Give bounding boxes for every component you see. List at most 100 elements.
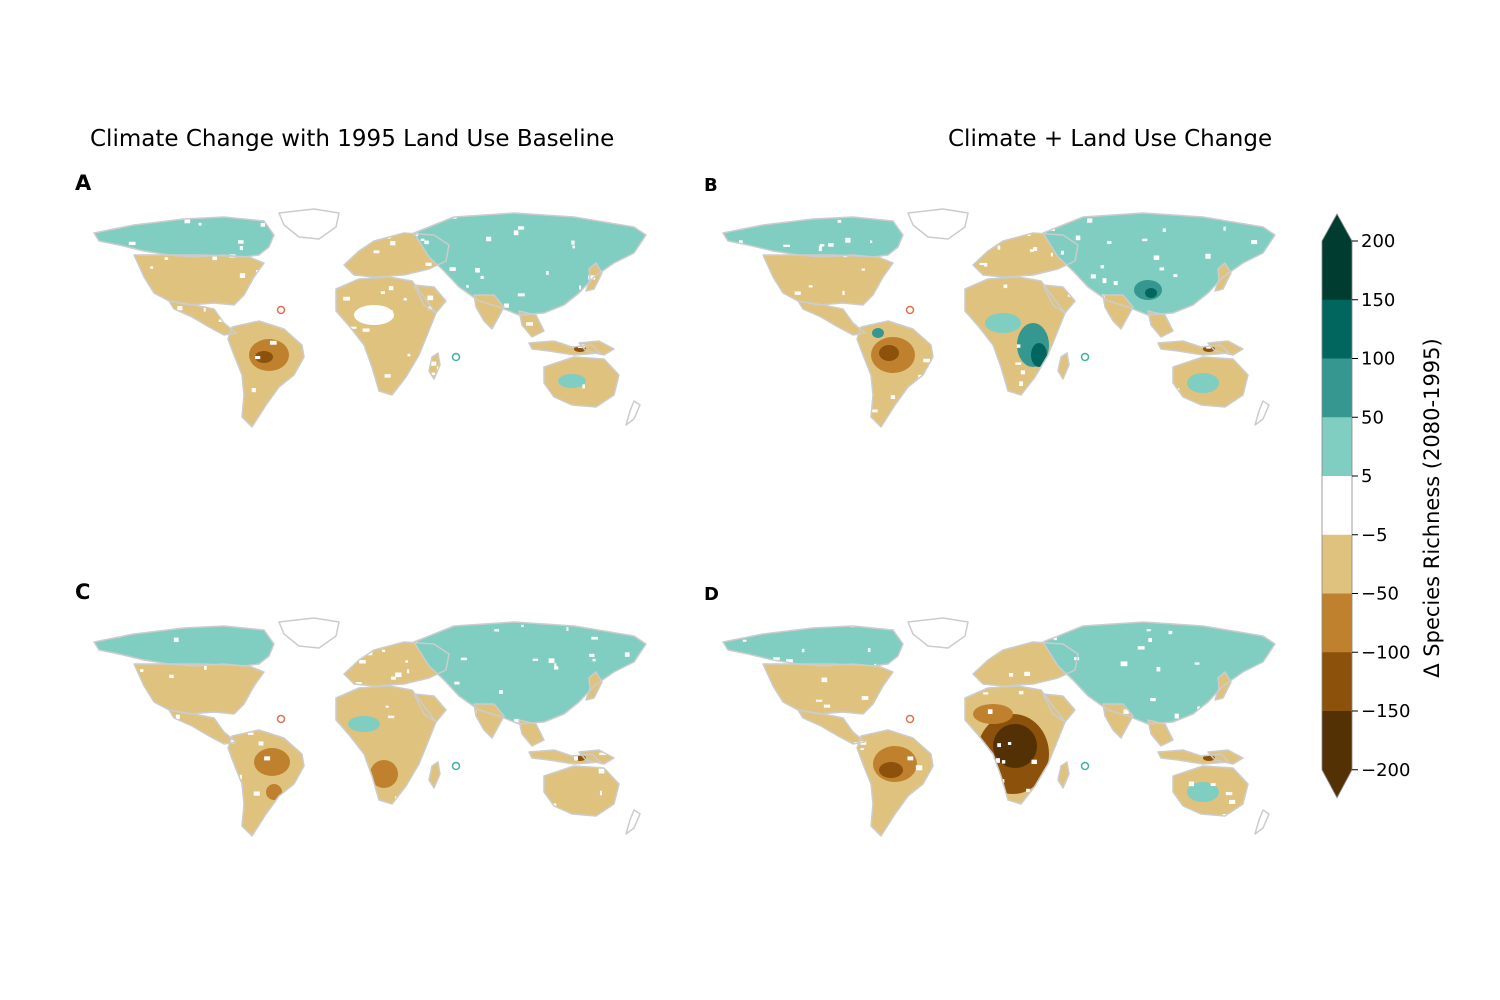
speckle xyxy=(1193,330,1197,335)
speckle xyxy=(517,350,521,354)
speckle xyxy=(553,803,557,808)
region-canada xyxy=(94,217,274,257)
speckle xyxy=(457,211,462,216)
speckle xyxy=(1019,381,1024,387)
speckle xyxy=(985,399,992,403)
speckle xyxy=(616,414,622,420)
region-africa xyxy=(336,686,436,804)
speckle xyxy=(765,359,770,364)
speckle xyxy=(845,237,851,243)
speckle xyxy=(599,752,607,756)
speckle xyxy=(1225,306,1229,310)
patch-d-8 xyxy=(1187,782,1219,802)
speckle xyxy=(855,795,859,799)
speckle xyxy=(1005,230,1009,234)
region-usa xyxy=(134,255,264,305)
speckle xyxy=(924,242,931,247)
coastline-southam xyxy=(227,729,305,837)
speckle xyxy=(1136,321,1140,325)
speckle xyxy=(638,311,642,315)
patch-a-2 xyxy=(414,219,594,251)
coastline-seasia xyxy=(1147,719,1174,747)
patch-a-1 xyxy=(255,351,273,363)
region-usa xyxy=(763,255,893,305)
speckle xyxy=(854,618,862,622)
speckle xyxy=(1098,209,1103,211)
speckle xyxy=(495,832,500,836)
speckle xyxy=(589,653,595,657)
coastline-australia xyxy=(1172,356,1249,408)
speckle xyxy=(735,380,742,383)
coastlines-c xyxy=(93,617,647,837)
speckle xyxy=(239,273,246,278)
speckle xyxy=(106,700,114,705)
speckle xyxy=(1272,260,1275,264)
island-marker xyxy=(451,761,461,771)
speckle xyxy=(979,262,986,266)
speckle xyxy=(259,278,267,282)
speckle xyxy=(505,789,512,794)
change-patches-a xyxy=(94,209,646,427)
speckle xyxy=(763,760,770,765)
speckle xyxy=(898,275,903,279)
speckle xyxy=(94,368,97,372)
speckle xyxy=(931,664,938,667)
speckle xyxy=(713,290,717,295)
speckle xyxy=(1137,646,1145,650)
speckle xyxy=(1155,396,1160,400)
region-usa xyxy=(763,664,893,714)
speckle xyxy=(1162,228,1166,232)
coastline-usa xyxy=(762,254,894,306)
region-seasia xyxy=(519,720,544,746)
patch-b-4 xyxy=(1031,343,1047,367)
speckle xyxy=(1097,845,1099,848)
speckle xyxy=(177,306,183,311)
speckle xyxy=(239,420,243,423)
region-mexico xyxy=(169,710,236,744)
speckle xyxy=(134,340,141,345)
coastline-arabia xyxy=(1042,693,1076,723)
island-marker xyxy=(905,714,915,724)
speckle xyxy=(108,633,114,636)
speckle xyxy=(792,358,796,361)
panel-label-c: C xyxy=(75,580,91,604)
speckle xyxy=(1057,794,1061,799)
speckle xyxy=(229,739,235,744)
speckle xyxy=(554,663,557,669)
speckle xyxy=(334,657,340,661)
speckle xyxy=(115,686,121,692)
speckle xyxy=(1142,238,1148,242)
speckle xyxy=(1050,252,1053,257)
speckle xyxy=(1096,319,1102,323)
speckle xyxy=(1068,386,1072,390)
speckle xyxy=(405,660,408,663)
speckle xyxy=(526,322,534,326)
colorbar-bin xyxy=(1322,476,1352,536)
speckle xyxy=(321,352,325,355)
speckle xyxy=(962,244,969,249)
speckle xyxy=(783,244,790,247)
speckle xyxy=(494,629,500,632)
speckle xyxy=(1058,351,1064,354)
coastline-greenland xyxy=(907,208,969,240)
speckle xyxy=(972,834,978,836)
speckle xyxy=(548,658,555,663)
coastline-madagascar xyxy=(1057,352,1070,380)
speckle xyxy=(1223,226,1226,231)
map-panel-b xyxy=(713,208,1276,428)
patch-a-6 xyxy=(558,374,586,388)
speckle xyxy=(143,768,148,771)
coastline-arabia xyxy=(413,284,447,314)
coastline-newguinea xyxy=(1207,340,1244,356)
speckle xyxy=(532,658,539,661)
speckle xyxy=(206,328,211,332)
speckle xyxy=(174,342,179,345)
patch-d-4 xyxy=(973,704,1013,724)
coastline-indonesia xyxy=(1157,749,1230,765)
speckle xyxy=(955,822,958,828)
speckle xyxy=(1013,844,1018,846)
speckle xyxy=(1063,416,1069,421)
speckle xyxy=(960,840,962,844)
speckle xyxy=(1123,709,1129,714)
speckle xyxy=(464,820,470,825)
